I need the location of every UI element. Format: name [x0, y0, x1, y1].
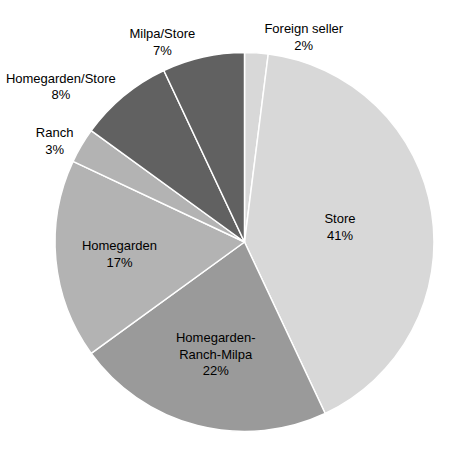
svg-text:Homegarden-Ranch-Milpa22%: Homegarden-Ranch-Milpa22% [176, 330, 256, 379]
svg-text:Milpa/Store7%: Milpa/Store7% [129, 26, 195, 58]
svg-text:Ranch3%: Ranch3% [36, 125, 74, 157]
svg-text:Homegarden17%: Homegarden17% [82, 238, 157, 270]
svg-text:Store41%: Store41% [324, 211, 355, 243]
svg-text:Homegarden/Store8%: Homegarden/Store8% [6, 71, 116, 103]
svg-text:Foreign seller2%: Foreign seller2% [264, 21, 343, 53]
